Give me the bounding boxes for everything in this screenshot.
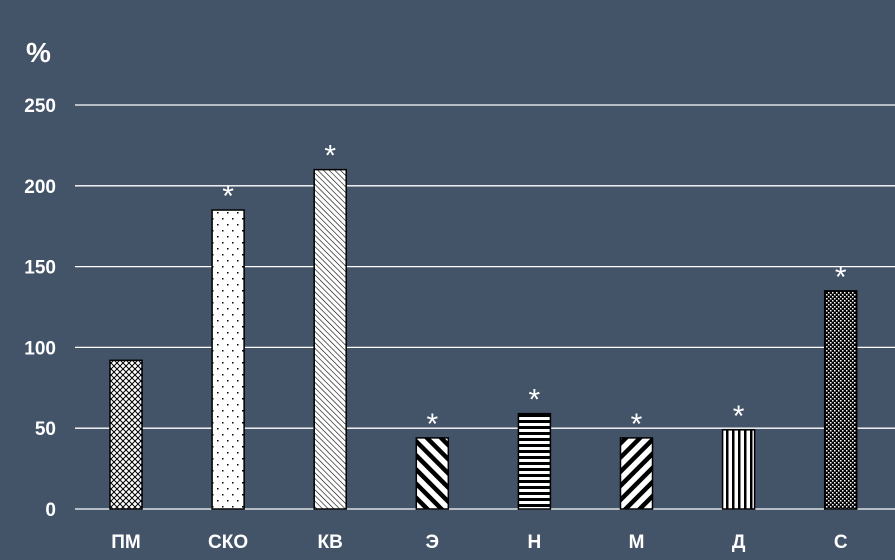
y-axis-title: % bbox=[26, 37, 51, 68]
bar-7 bbox=[721, 429, 756, 510]
y-tick-label: 100 bbox=[24, 338, 56, 359]
bar-4 bbox=[415, 437, 450, 510]
bar-5 bbox=[517, 412, 552, 510]
x-tick-label: КВ bbox=[318, 532, 343, 553]
x-tick-label: Н bbox=[528, 532, 542, 553]
y-tick-label: 0 bbox=[45, 500, 56, 521]
bar-8 bbox=[823, 290, 858, 510]
bars bbox=[109, 168, 858, 510]
significance-marker: * bbox=[835, 261, 847, 294]
x-tick-label: Э bbox=[426, 532, 440, 553]
significance-marker: * bbox=[324, 140, 336, 173]
significance-marker: * bbox=[529, 384, 541, 417]
labels: 0 50 100 150 200 250 ПМ СКО * КВ * Э * Н * М * Д * С * bbox=[24, 96, 848, 553]
x-tick-label: Д bbox=[732, 532, 746, 553]
bar-3 bbox=[313, 168, 347, 510]
bar-6 bbox=[619, 437, 654, 510]
x-tick-label: М bbox=[629, 532, 645, 553]
x-tick-label: ПМ bbox=[111, 532, 140, 553]
bar-2 bbox=[211, 209, 245, 510]
y-tick-label: 200 bbox=[24, 177, 56, 198]
y-tick-label: 250 bbox=[24, 96, 56, 117]
significance-marker: * bbox=[631, 408, 643, 441]
x-tick-label: С bbox=[834, 532, 848, 553]
bar-1 bbox=[109, 359, 143, 510]
y-tick-label: 150 bbox=[24, 258, 56, 279]
significance-marker: * bbox=[426, 408, 438, 441]
y-tick-label: 50 bbox=[35, 419, 56, 440]
significance-marker: * bbox=[222, 180, 234, 213]
x-tick-label: СКО bbox=[208, 532, 248, 553]
significance-marker: * bbox=[733, 400, 745, 433]
